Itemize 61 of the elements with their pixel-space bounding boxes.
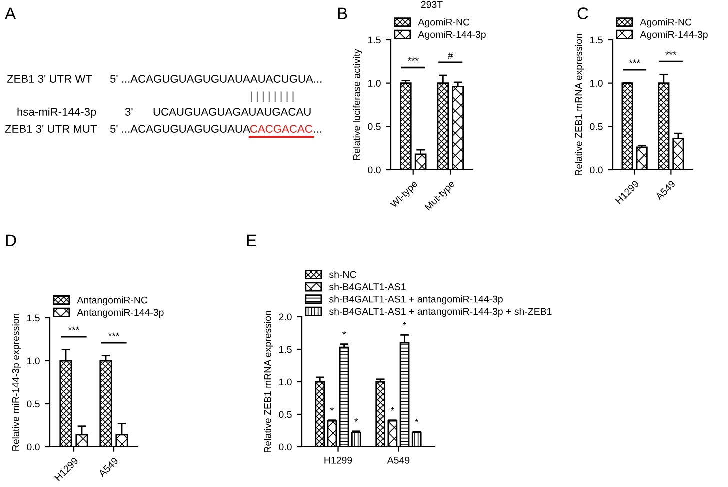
chart-title: 293T [421,1,443,8]
y-tick-label: 0.0 [368,166,381,174]
text: ZEB1 3' UTR WT [7,75,92,83]
text: A [5,8,16,20]
text: 5' ...ACAGUGUAGUGUAUA [110,125,250,133]
legend-label: AntangomiR-144-3p [77,308,164,318]
annotation: *** [68,326,80,330]
y-tick-label: 1.5 [28,314,40,322]
x-tick-label: H1299 [324,456,352,464]
legend-label: AgomiR-144-3p [640,30,708,40]
y-tick-label: 1.0 [590,80,603,87]
y-tick-label: 1.0 [368,80,381,87]
annotation: *** [408,58,419,62]
y-tick-label: 0.0 [279,444,292,451]
legend-label: AntangomiR-NC [77,296,148,306]
y-tick-label: 0.5 [368,123,381,130]
legend-label: AgomiR-NC [640,18,692,28]
text: 5' ...ACAGUGUAGUGUAUAAUACUGUA... [110,75,322,83]
y-axis-title: Relative luciferase activity [353,49,362,160]
legend-label: sh-NC [329,270,356,278]
text: ZEB1 3' UTR MUT [5,125,97,133]
annotation: # [448,52,454,60]
y-tick-label: 1.5 [368,36,381,44]
annotation: *** [666,52,677,55]
y-tick-label: 1.5 [590,36,603,44]
text: B [338,8,348,20]
data-label: * [415,419,419,423]
data-label: * [354,418,358,422]
data-label: * [403,322,407,326]
y-tick-label: 1.5 [280,346,292,354]
y-tick-label: 0.0 [590,166,603,174]
data-label: * [330,407,334,411]
text: 3' [125,108,133,116]
legend-label: sh-B4GALT1-AS1 + antangomiR-144-3p + sh-ZEB1 [329,308,552,318]
y-axis-title: Relative miR-144-3p expression [12,314,22,451]
y-tick-label: 0.5 [27,400,40,408]
text: ... [314,132,322,133]
annotation: *** [108,332,120,336]
y-tick-label: 2.0 [279,314,292,321]
legend-label: sh-B4GALT1-AS1 [329,283,406,290]
legend-label: AgomiR-NC [418,18,470,28]
y-tick-label: 0.5 [279,411,292,418]
text: | | | | | | | | [250,92,294,102]
annotation: *** [629,60,640,64]
y-tick-label: 0.5 [590,123,603,130]
text: E [247,234,256,246]
data-label: * [342,331,346,335]
x-tick-label: A549 [387,456,410,464]
y-axis-title: Relative ZEB1 mRNA expression [264,311,274,453]
text: C [578,8,588,20]
y-axis-title: Relative ZEB1 mRNA expression [575,34,584,176]
y-tick-label: 1.0 [28,358,40,365]
text: UCAUGUAGUAGAUAUGACAU [154,108,311,116]
legend-label: sh-B4GALT1-AS1 + antangomiR-144-3p [329,296,503,305]
text: D [6,234,16,246]
y-tick-label: 0.0 [27,444,40,451]
text: hsa-miR-144-3p [18,108,96,118]
text: CACGACAC [250,125,312,133]
y-tick-label: 1.0 [280,378,292,386]
data-label: * [390,407,394,411]
legend-label: AgomiR-144-3p [418,30,486,40]
